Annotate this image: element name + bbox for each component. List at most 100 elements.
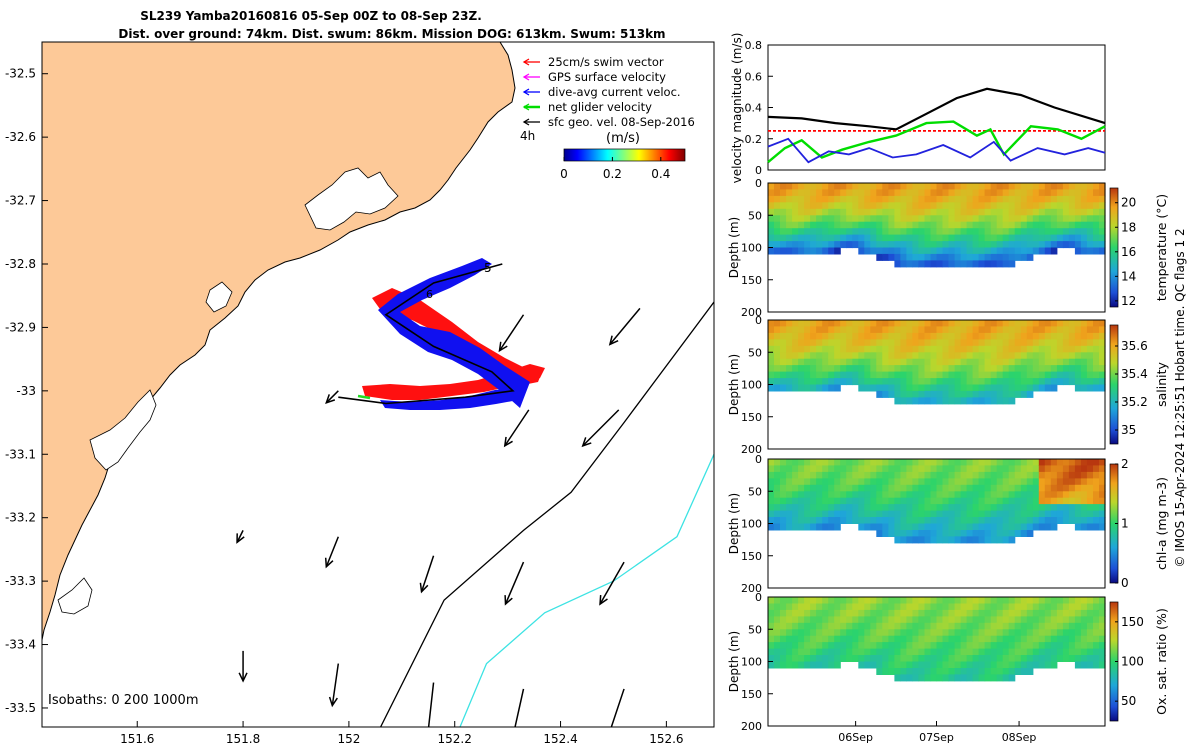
section-0-cbar-tick-4: 20 [1121,196,1136,210]
velocity-y-tick-0: 0 [755,164,762,177]
section-panel-0: 0 50 100 150 200 Depth (m) 12 14 16 18 20 temperatu… [727,177,1169,319]
map-y-ticks: -32.5 -32.6 -32.7 -32.8 -32.9 -33 -33.1 -33.2 -3… [5,67,48,715]
title-line-2: Dist. over ground: 74km. Dist. swum: 86k… [118,27,665,41]
section-1-cbar-tick-3: 35.6 [1121,339,1148,353]
map-y-tick-0: -32.5 [5,67,36,81]
map-cbar-tick-2: 0.4 [651,167,670,181]
current-arrow-7 [419,555,435,594]
map-colorbar-gradient [563,148,686,162]
velocity-y-tick-1: 0.2 [745,133,763,146]
section-0-y-tick-4: 200 [741,306,762,319]
section-field-2 [768,459,1106,544]
velocity-series [767,87,1106,164]
legend-item-0: 25cm/s swim vector [522,55,664,69]
section-3-y-tick-3: 150 [741,688,762,701]
velocity-y-tick-2: 0.4 [745,102,763,115]
section-0-y-tick-2: 100 [741,242,762,255]
map-cbar-tick-0: 0 [560,167,568,181]
map-y-tick-1: -32.6 [5,130,36,144]
legend-item-3: net glider velocity [522,100,652,114]
map-x-ticks: 151.6 151.8 152 152.2 152.4 152.6 [120,721,684,746]
current-arrow-9 [599,561,625,606]
section-field-0 [768,183,1106,268]
section-3-cbar-tick-0: 50 [1121,694,1136,708]
section-field-1 [768,320,1106,405]
legend-item-2: dive-avg current veloc. [522,85,681,99]
section-1-cbar-tick-2: 35.4 [1121,367,1148,381]
section-2-y-tick-2: 100 [741,518,762,531]
velocity-y-tick-4: 0.8 [745,39,763,52]
section-field-3 [768,597,1106,682]
map-frame [41,41,715,728]
current-arrow-13 [514,688,525,727]
velocity-series-2 [767,120,1106,164]
legend-item-4: sfc geo. vel. 08-Sep-2016 [522,115,695,129]
section-1-y-tick-2: 100 [741,379,762,392]
section-2-y-tick-3: 150 [741,550,762,563]
time-tick-2: 08Sep [1002,731,1037,744]
legend-label-3: net glider velocity [548,100,652,114]
section-1-colorbar [1109,324,1119,445]
isobath-200m [380,301,714,727]
section-3-y-tick-1: 50 [748,623,762,636]
section-3-cbar-tick-1: 100 [1121,655,1144,669]
section-panel-2: 0 50 100 150 200 Depth (m) 0 1 2 chl-a (mg m-3) [727,453,1169,595]
legend-label-4: sfc geo. vel. 08-Sep-2016 [548,115,695,129]
legend-label-2: dive-avg current veloc. [548,85,681,99]
imos-credit: © IMOS 15-Apr-2024 12:25:51 Hobart time.… [1173,228,1187,567]
section-1-colorbar-label: salinity [1154,361,1169,406]
section-0-ylabel: Depth (m) [727,217,741,278]
map-y-tick-8: -33.3 [5,574,36,588]
section-0-y-tick-0: 0 [755,177,762,190]
section-2-cbar-tick-1: 1 [1121,517,1129,531]
section-2-ylabel: Depth (m) [727,493,741,554]
estuary-lakes [57,167,399,615]
current-arrow-5 [236,530,245,544]
annotation-6: 6 [426,288,433,301]
section-1-y-tick-0: 0 [755,314,762,327]
map-colorbar: (m/s) 0 0.2 0.4 [560,131,686,181]
section-0-colorbar-label: temperature (°C) [1154,194,1169,301]
section-1-y-tick-3: 150 [741,411,762,424]
map-y-tick-10: -33.5 [5,701,36,715]
map-y-tick-7: -33.2 [5,511,36,525]
map-y-tick-6: -33.1 [5,447,36,461]
section-0-colorbar [1109,187,1119,308]
map-x-tick-2: 152 [337,732,360,746]
velocity-series-3 [767,137,1106,164]
section-panel-3: 0 50 100 150 200 Depth (m) 50 100 150 Ox. sat. ra… [727,591,1169,733]
velocity-panel: 0 0.2 0.4 0.6 0.8 velocity magnitude (m/s) [730,33,1106,184]
map-cbar-tick-1: 0.2 [603,167,622,181]
map-x-tick-1: 151.8 [226,732,260,746]
section-0-cbar-tick-3: 18 [1121,220,1136,234]
map-y-tick-4: -32.9 [5,320,36,334]
velocity-ylabel: velocity magnitude (m/s) [730,33,744,184]
time-tick-1: 07Sep [919,731,954,744]
time-axis-ticks: 06Sep 07Sep 08Sep [838,721,1036,744]
section-0-cbar-tick-0: 12 [1121,294,1136,308]
section-1-cbar-tick-0: 35 [1121,423,1136,437]
isobaths-label: Isobaths: 0 200 1000m [48,693,199,708]
net-glider-velocity-tail [357,394,371,400]
current-arrow-1 [608,307,641,346]
section-3-colorbar-label: Ox. sat. ratio (%) [1154,608,1169,715]
current-arrow-4 [581,409,620,448]
legend-item-1: GPS surface velocity [522,70,666,84]
section-2-cbar-tick-2: 2 [1121,457,1129,471]
map-x-tick-4: 152.4 [543,732,577,746]
section-0-cbar-tick-1: 14 [1121,269,1136,283]
section-2-y-tick-4: 200 [741,582,762,595]
map-x-tick-3: 152.2 [438,732,472,746]
current-arrow-6 [324,536,340,569]
legend-label-0: 25cm/s swim vector [548,55,664,69]
section-3-y-tick-4: 200 [741,720,762,733]
map-y-tick-9: -33.4 [5,638,36,652]
section-1-cbar-tick-1: 35.2 [1121,395,1148,409]
section-1-y-tick-4: 200 [741,443,762,456]
current-arrow-14 [610,688,625,727]
map-y-tick-3: -32.8 [5,257,36,271]
section-panel-1: 0 50 100 150 200 Depth (m) 35 35.2 35.4 35.6 salin… [727,314,1169,456]
map-y-tick-5: -33 [16,384,36,398]
current-arrows-group [236,307,641,727]
